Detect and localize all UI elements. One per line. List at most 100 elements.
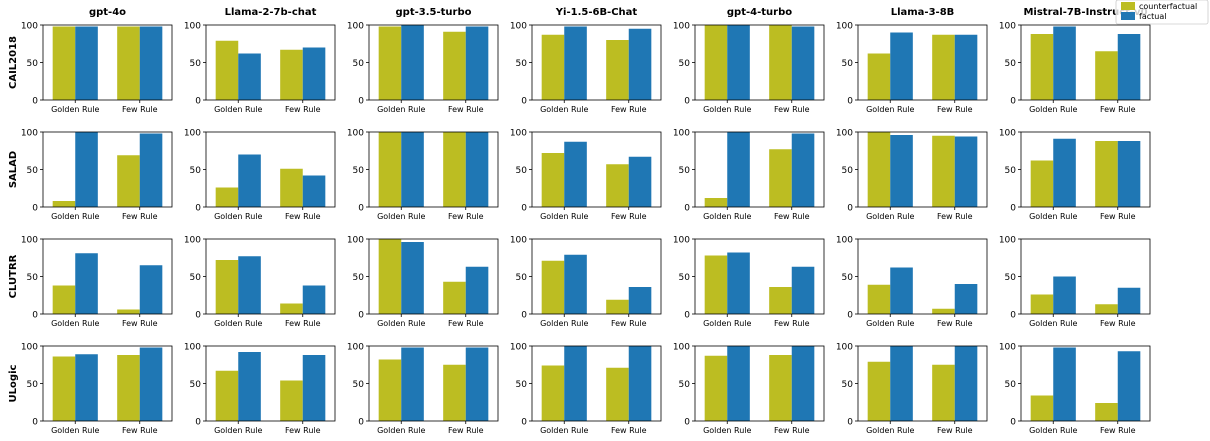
bar-counterfactual (932, 365, 955, 421)
y-tick-label: 50 (679, 273, 691, 283)
bar-counterfactual (932, 35, 955, 100)
x-tick-label: Golden Rule (540, 212, 588, 221)
x-tick-label: Golden Rule (377, 212, 425, 221)
x-tick-label: Golden Rule (866, 426, 914, 435)
y-tick-label: 0 (521, 97, 527, 107)
x-tick-label: Golden Rule (1029, 319, 1077, 328)
x-tick-label: Golden Rule (866, 105, 914, 114)
x-tick-label: Golden Rule (866, 319, 914, 328)
column-title: gpt-4-turbo (727, 7, 792, 18)
bar-factual (727, 346, 750, 421)
y-tick-label: 100 (21, 22, 38, 32)
bar-counterfactual (606, 368, 629, 421)
x-tick-label: Golden Rule (214, 212, 262, 221)
y-tick-label: 0 (358, 97, 364, 107)
x-tick-label: Few Rule (937, 426, 973, 435)
bar-factual (792, 27, 815, 101)
bar-factual (75, 354, 98, 421)
y-tick-label: 0 (195, 204, 201, 214)
bar-factual (1118, 34, 1141, 100)
bar-factual (75, 27, 98, 101)
x-tick-label: Golden Rule (377, 426, 425, 435)
bar-counterfactual (280, 381, 303, 422)
y-tick-label: 50 (353, 273, 365, 283)
bar-counterfactual (868, 362, 891, 421)
subplot: Golden Rule Few Rule 0 50 100 (21, 129, 172, 222)
x-tick-label: Golden Rule (1029, 426, 1077, 435)
bar-counterfactual (769, 25, 792, 100)
y-tick-label: 100 (836, 236, 853, 246)
bar-factual (629, 346, 652, 421)
bar-factual (1053, 348, 1076, 422)
bar-counterfactual (379, 132, 402, 207)
x-tick-label: Few Rule (774, 426, 810, 435)
bar-factual (564, 346, 587, 421)
bar-factual (955, 346, 978, 421)
bar-factual (890, 135, 913, 207)
bar-counterfactual (379, 360, 402, 422)
bar-factual (792, 346, 815, 421)
y-tick-label: 0 (195, 97, 201, 107)
bar-factual (564, 255, 587, 314)
bar-factual (727, 253, 750, 315)
y-tick-label: 0 (684, 204, 690, 214)
bar-factual (466, 267, 489, 314)
bar-counterfactual (443, 282, 466, 314)
bar-factual (792, 134, 815, 208)
bar-factual (303, 176, 326, 208)
bar-factual (238, 155, 261, 208)
bar-factual (75, 253, 98, 314)
x-tick-label: Few Rule (611, 426, 647, 435)
y-tick-label: 100 (184, 236, 201, 246)
subplot: Golden Rule Few Rule 0 50 100 (673, 236, 824, 329)
y-tick-label: 50 (1005, 273, 1017, 283)
bar-factual (238, 54, 261, 101)
bar-counterfactual (443, 132, 466, 207)
y-tick-label: 0 (32, 204, 38, 214)
subplot: Golden Rule Few Rule 0 50 100 (999, 129, 1150, 222)
bar-factual (401, 25, 424, 100)
x-tick-label: Golden Rule (377, 319, 425, 328)
y-tick-label: 100 (673, 343, 690, 353)
y-tick-label: 100 (21, 129, 38, 139)
subplot: Golden Rule Few Rule 0 50 100 (673, 22, 824, 115)
y-tick-label: 50 (842, 59, 854, 69)
bar-factual (140, 134, 163, 208)
x-tick-label: Few Rule (285, 212, 321, 221)
bar-counterfactual (606, 300, 629, 314)
y-tick-label: 100 (999, 22, 1016, 32)
subplot: Golden Rule Few Rule 0 50 100 (673, 343, 824, 436)
x-tick-label: Golden Rule (703, 212, 751, 221)
y-tick-label: 100 (999, 129, 1016, 139)
x-tick-label: Few Rule (611, 105, 647, 114)
y-tick-label: 0 (32, 97, 38, 107)
bar-counterfactual (216, 371, 239, 421)
y-tick-label: 0 (521, 311, 527, 321)
x-tick-label: Golden Rule (1029, 105, 1077, 114)
subplot: Golden Rule Few Rule 0 50 100 (347, 343, 498, 436)
bar-counterfactual (542, 366, 565, 422)
bar-factual (564, 142, 587, 207)
bar-counterfactual (280, 169, 303, 207)
x-tick-label: Golden Rule (703, 426, 751, 435)
subplot: Golden Rule Few Rule 0 50 100 (673, 129, 824, 222)
x-tick-label: Few Rule (285, 426, 321, 435)
subplot: Golden Rule Few Rule 0 50 100 (184, 236, 335, 329)
y-tick-label: 0 (358, 311, 364, 321)
bar-counterfactual (1031, 161, 1054, 208)
x-tick-label: Few Rule (937, 105, 973, 114)
y-tick-label: 100 (21, 343, 38, 353)
y-tick-label: 100 (347, 129, 364, 139)
y-tick-label: 100 (510, 236, 527, 246)
bar-counterfactual (1095, 141, 1118, 207)
bar-counterfactual (705, 256, 728, 315)
bar-factual (1118, 141, 1141, 207)
x-tick-label: Few Rule (774, 105, 810, 114)
bar-counterfactual (53, 286, 76, 315)
x-tick-label: Few Rule (122, 105, 158, 114)
bar-factual (401, 348, 424, 422)
bar-counterfactual (443, 32, 466, 100)
bar-factual (140, 265, 163, 314)
bar-counterfactual (542, 153, 565, 207)
x-tick-label: Golden Rule (51, 105, 99, 114)
